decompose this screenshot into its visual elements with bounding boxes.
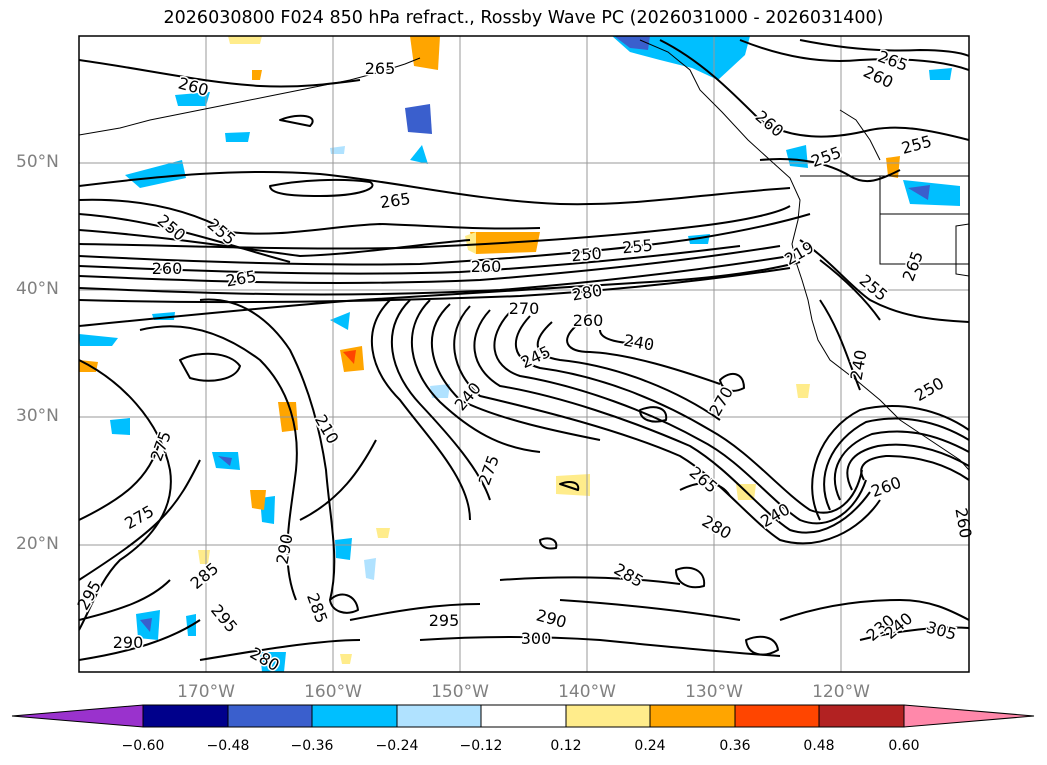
colorbar-tick: 0.24 (634, 738, 666, 754)
colorbar-tick: −0.24 (375, 738, 419, 754)
colorbar-extend-high (903, 704, 1035, 728)
contour-label: 250 (570, 244, 602, 266)
contour-label: 295 (429, 611, 460, 630)
contour-label: 300 (521, 629, 552, 648)
colorbar-bin (565, 704, 651, 728)
map-frame (78, 35, 970, 673)
lat-label-30n: 30°N (16, 406, 59, 426)
contour-lines (79, 39, 969, 661)
lat-label-50n: 50°N (16, 152, 59, 172)
contour-label: 260 (573, 311, 604, 330)
colorbar-tick: 0.48 (803, 738, 835, 754)
lon-label-130w: 130°W (685, 682, 743, 702)
contour-label: 290 (113, 633, 144, 652)
contour-label: 260 (471, 257, 502, 276)
colorbar-tick: −0.36 (290, 738, 334, 754)
colorbar-tick: 0.36 (719, 738, 751, 754)
colorbar-tick: 0.12 (550, 738, 582, 754)
contour-label: 280 (570, 281, 603, 305)
lat-label-40n: 40°N (16, 279, 59, 299)
colorbar (11, 704, 1035, 728)
colorbar-bin (734, 704, 820, 728)
colorbar-bin (818, 704, 905, 728)
lon-label-140w: 140°W (558, 682, 616, 702)
colorbar-bin (227, 704, 313, 728)
lon-label-170w: 170°W (177, 682, 235, 702)
colorbar-bin (396, 704, 482, 728)
colorbar-bin (649, 704, 736, 728)
colorbar-tick: −0.48 (206, 738, 250, 754)
colorbar-tick: 0.60 (888, 738, 920, 754)
map-title: 2026030800 F024 850 hPa refract., Rossby… (163, 8, 884, 28)
lon-label-150w: 150°W (431, 682, 489, 702)
contour-label: 260 (152, 259, 183, 278)
lon-label-120w: 120°W (812, 682, 870, 702)
colorbar-tick: −0.12 (459, 738, 503, 754)
contour-label: 265 (365, 59, 396, 78)
colorbar-bin (480, 704, 567, 728)
colorbar-bin (311, 704, 398, 728)
colorbar-tick: −0.60 (121, 738, 165, 754)
colorbar-extend-low (11, 704, 144, 728)
lon-label-160w: 160°W (304, 682, 362, 702)
colorbar-bin (142, 704, 229, 728)
contour-label: 270 (509, 299, 540, 318)
lat-label-20n: 20°N (16, 534, 59, 554)
contour-label: 255 (621, 236, 653, 258)
